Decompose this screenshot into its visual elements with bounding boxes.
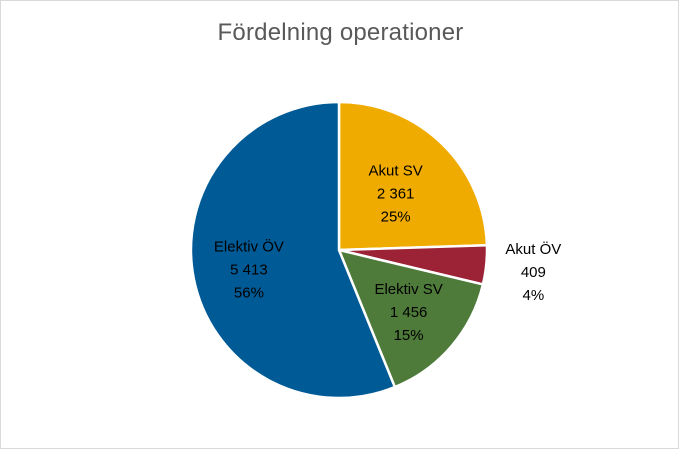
slice-elektiv-sv [336,248,485,389]
data-label-elektiv-sv: Elektiv SV 1 456 15% [374,281,442,344]
data-label-akut-sv: Akut SV 2 361 25% [369,163,423,226]
chart-title: Fördelning operationer [217,19,464,46]
slice-elektiv-ov [189,100,397,400]
data-label-elektiv-ov: Elektiv ÖV 5 413 56% [214,238,284,302]
data-label-akut-ov: Akut ÖV 409 4% [505,240,561,304]
slice-akut-sv [337,100,489,252]
